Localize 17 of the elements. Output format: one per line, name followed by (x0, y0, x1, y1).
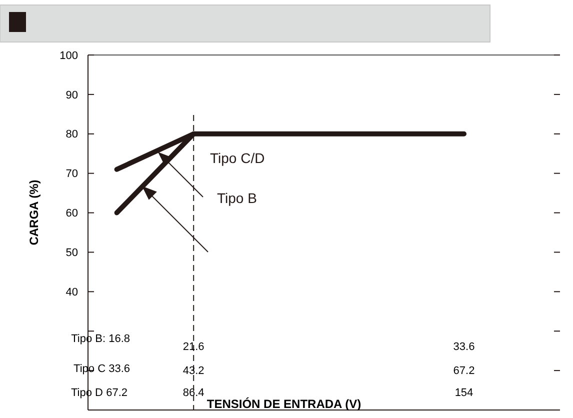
annotation: 33.6 (453, 341, 475, 353)
x-tick-label: 154 (454, 387, 474, 399)
annotation: 67.2 (453, 365, 475, 377)
annotation: 43.2 (182, 365, 204, 377)
y-tick-label: 70 (66, 168, 78, 180)
y-axis-title: CARGA (%) (27, 180, 41, 246)
text: Tipo B (217, 190, 257, 206)
y-tick-label: 80 (66, 128, 78, 141)
series-label: Tipo C/D (210, 150, 265, 166)
x-tick-label: 86.4 (182, 387, 204, 399)
y-tick-label: 60 (66, 208, 78, 220)
y-tick-label: 40 (66, 286, 78, 299)
x-tick-label: 67.2 (106, 387, 128, 399)
y-tick-label: 90 (66, 89, 78, 102)
x-axis-title: TENSIÓN DE ENTRADA (V) (206, 397, 362, 411)
y-tick-label: 50 (66, 247, 78, 260)
y-tick-label: 100 (60, 50, 78, 62)
